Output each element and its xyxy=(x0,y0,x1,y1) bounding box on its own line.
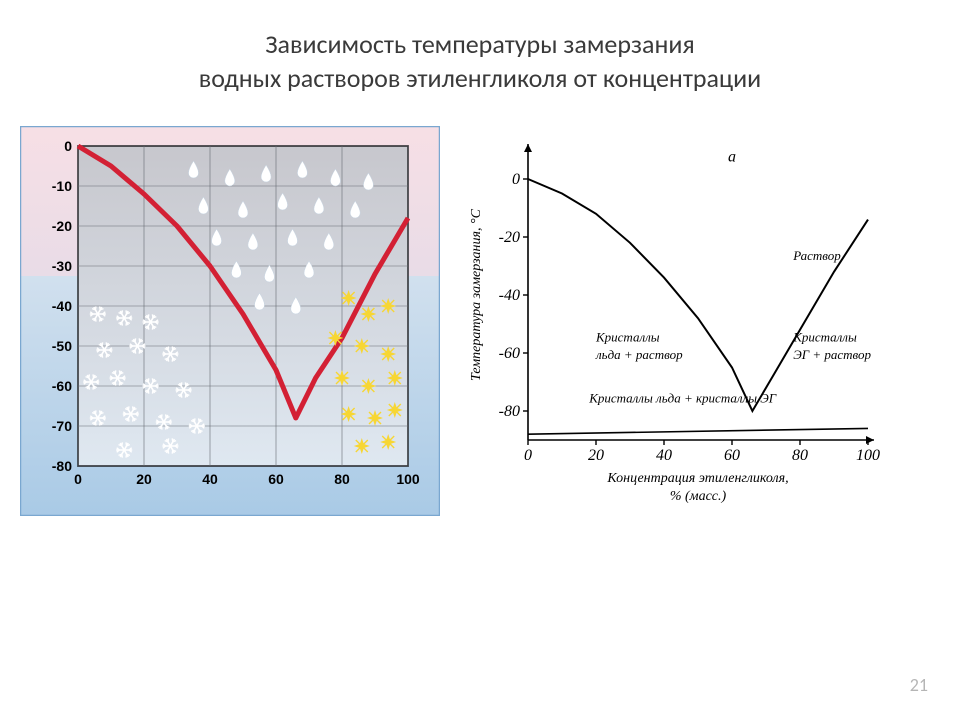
title-line1: Зависимость температуры замерзания xyxy=(0,28,960,62)
svg-text:100: 100 xyxy=(856,447,880,464)
svg-text:Кристаллы: Кристаллы xyxy=(595,329,660,344)
svg-text:80: 80 xyxy=(334,471,350,487)
svg-text:-70: -70 xyxy=(52,418,72,434)
svg-text:-40: -40 xyxy=(499,287,520,304)
svg-text:0: 0 xyxy=(512,171,520,188)
svg-text:Кристаллы льда + кристаллы ЭГ: Кристаллы льда + кристаллы ЭГ xyxy=(588,390,777,405)
svg-text:-20: -20 xyxy=(499,229,520,246)
svg-text:а: а xyxy=(728,148,736,165)
svg-text:ЭГ + раствор: ЭГ + раствор xyxy=(793,346,871,361)
svg-text:0: 0 xyxy=(524,447,532,464)
svg-text:-60: -60 xyxy=(52,378,72,394)
svg-text:% (масс.): % (масс.) xyxy=(670,489,727,504)
svg-text:40: 40 xyxy=(202,471,218,487)
svg-text:20: 20 xyxy=(588,447,604,464)
svg-text:60: 60 xyxy=(268,471,284,487)
svg-text:0: 0 xyxy=(64,138,72,154)
svg-text:-80: -80 xyxy=(499,403,520,420)
svg-text:Раствор: Раствор xyxy=(792,248,841,263)
svg-text:40: 40 xyxy=(656,447,672,464)
left-chart-panel: 0-10-20-30-40-50-60-70-80020406080100 xyxy=(20,126,440,516)
title-line2: водных растворов этиленгликоля от концен… xyxy=(0,62,960,96)
svg-text:Концентрация этиленгликоля,: Концентрация этиленгликоля, xyxy=(606,471,788,486)
svg-text:-40: -40 xyxy=(52,298,72,314)
page-number: 21 xyxy=(910,674,928,696)
svg-text:60: 60 xyxy=(724,447,740,464)
svg-text:20: 20 xyxy=(136,471,152,487)
svg-text:-30: -30 xyxy=(52,258,72,274)
slide-title: Зависимость температуры замерзания водны… xyxy=(0,0,960,96)
svg-text:-10: -10 xyxy=(52,178,72,194)
svg-text:-20: -20 xyxy=(52,218,72,234)
svg-text:Кристаллы: Кристаллы xyxy=(792,329,857,344)
svg-text:-50: -50 xyxy=(52,338,72,354)
left-chart-svg: 0-10-20-30-40-50-60-70-80020406080100 xyxy=(20,126,440,516)
svg-text:0: 0 xyxy=(74,471,82,487)
svg-text:-80: -80 xyxy=(52,458,72,474)
svg-text:льда + раствор: льда + раствор xyxy=(595,346,683,361)
svg-text:80: 80 xyxy=(792,447,808,464)
svg-text:100: 100 xyxy=(396,471,420,487)
right-chart-svg: 0 20 40 60 80 100 0 -20 -40 -60 -80 а Температура за… xyxy=(458,126,918,516)
svg-text:Температура замерзания, °C: Температура замерзания, °C xyxy=(469,208,484,381)
right-chart-panel: 0 20 40 60 80 100 0 -20 -40 -60 -80 а Температура за… xyxy=(458,126,918,516)
svg-text:-60: -60 xyxy=(499,345,520,362)
